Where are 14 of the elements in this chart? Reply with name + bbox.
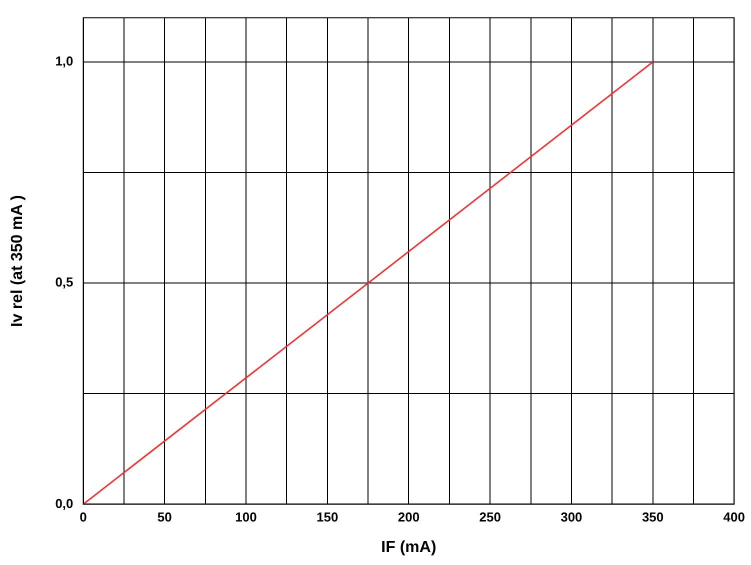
x-tick-label: 400 (723, 510, 746, 525)
x-tick-label: 200 (398, 510, 420, 525)
x-tick-label: 0 (80, 510, 87, 525)
y-tick-label: 0,5 (55, 274, 74, 290)
y-tick-label: 0,0 (55, 496, 74, 511)
x-axis-title: IF (mA) (381, 538, 436, 556)
x-tick-label: 250 (479, 510, 501, 525)
x-tick-label: 100 (235, 510, 257, 525)
y-tick-label: 1,0 (55, 54, 74, 69)
x-tick-label: 150 (316, 510, 338, 525)
x-tick-label: 50 (157, 510, 172, 525)
y-axis-title: Iv rel (at 350 mA ) (9, 195, 26, 327)
x-tick-label: 300 (560, 510, 582, 525)
x-tick-label: 350 (642, 510, 664, 525)
